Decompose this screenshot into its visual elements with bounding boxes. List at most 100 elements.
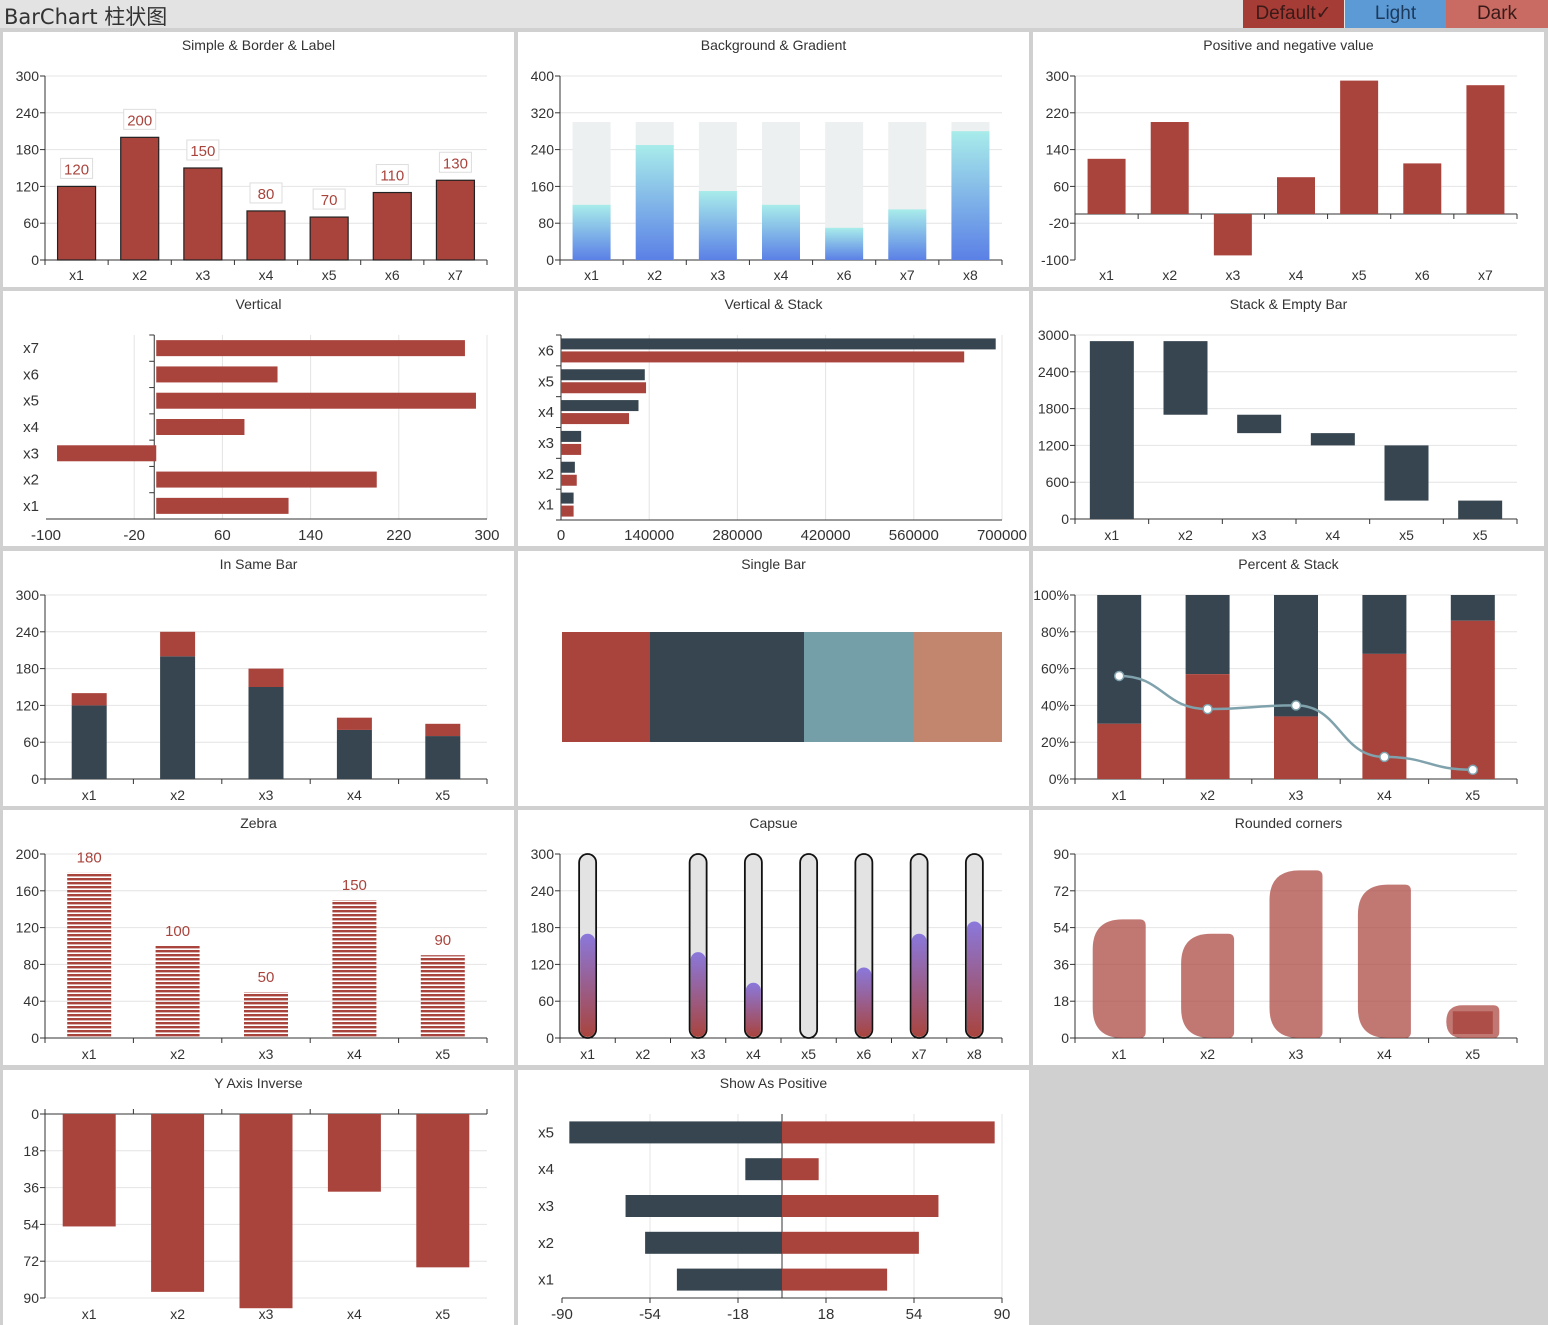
- bar: [561, 369, 645, 381]
- chart-panel-stack-empty: 0 600 1200 1800 2400 3000 x1 x2 x3 x4 x5 x5 Stack &…: [1033, 291, 1544, 546]
- bar: [336, 729, 372, 779]
- bar: [246, 210, 286, 261]
- y-tick-label: -20: [1049, 215, 1069, 231]
- bar: [156, 471, 377, 488]
- bar: [1384, 445, 1429, 501]
- chart-title: In Same Bar: [219, 556, 298, 572]
- y-tick-label: 80: [538, 215, 554, 231]
- y-tick-label: 600: [1046, 474, 1070, 490]
- bar: [1450, 620, 1495, 779]
- y-tick-label: x7: [23, 340, 39, 357]
- y-tick-label: 20%: [1041, 734, 1069, 750]
- x-tick-label: 60: [214, 527, 231, 544]
- y-tick-label: 0: [31, 252, 39, 268]
- chart-percent-stack: 0% 20% 40% 60% 80% 100% x1 x2 x3 x4 x5: [1033, 587, 1518, 803]
- bar: [561, 400, 639, 412]
- bar: [1357, 884, 1411, 1038]
- bar: [71, 693, 107, 706]
- bar: [160, 631, 196, 657]
- x-tick-label: 300: [474, 527, 499, 544]
- y-tick-label: 60: [538, 993, 554, 1009]
- bar: [156, 497, 289, 514]
- x-tick-label: x2: [170, 1306, 185, 1322]
- bar: [425, 723, 461, 737]
- y-tick-label: 72: [1053, 883, 1069, 899]
- x-tick-label: 90: [994, 1306, 1011, 1323]
- x-tick-label: x4: [746, 1046, 761, 1062]
- x-tick-label: x5: [435, 1046, 450, 1062]
- y-tick-label: x5: [23, 393, 39, 410]
- theme-light-button[interactable]: Light: [1345, 0, 1446, 28]
- bar: [1185, 674, 1230, 779]
- chart-panel-capsule: 0 60 120 180 240 300 x1 x2 x3 x4 x5 x6 x7 x8 Capsue: [518, 810, 1029, 1065]
- y-tick-label: 320: [531, 105, 555, 121]
- y-tick-label: 180: [531, 920, 555, 936]
- bar: [569, 1121, 782, 1144]
- y-tick-label: 80%: [1041, 624, 1069, 640]
- data-label-box: [249, 182, 283, 204]
- y-tick-label: 36: [23, 1180, 39, 1196]
- x-tick-label: x2: [635, 1046, 650, 1062]
- line-point: [1290, 700, 1302, 711]
- x-tick-label: x3: [1289, 787, 1304, 803]
- bar: [183, 167, 223, 261]
- y-tick-label: 120: [531, 956, 555, 972]
- x-tick-label: x7: [900, 267, 915, 283]
- y-tick-label: -100: [1041, 252, 1069, 268]
- bar: [67, 872, 112, 1038]
- y-tick-label: 300: [16, 68, 40, 84]
- bar: [698, 191, 737, 260]
- bar: [782, 1158, 819, 1181]
- bar: [762, 204, 800, 260]
- bar: [1466, 85, 1505, 214]
- y-tick-label: x3: [538, 1198, 554, 1215]
- chart-title: Percent & Stack: [1238, 556, 1339, 572]
- x-tick-label: x8: [963, 267, 978, 283]
- bar: [1362, 595, 1407, 654]
- chart-panel-background: 0 80 160 240 320 400 x1 x2 x3 x4 x6 x7 x8 Background…: [518, 32, 1029, 287]
- x-tick-label: x5: [435, 1306, 450, 1322]
- y-tick-label: x6: [538, 342, 554, 359]
- bar: [151, 1114, 205, 1292]
- y-tick-label: 180: [16, 661, 40, 677]
- chart-vertical: -100 -20 60 140 220 300 x1 x2 x3 x4 x5 x6 x7: [23, 334, 500, 544]
- x-tick-label: x3: [259, 1046, 274, 1062]
- x-tick-label: 140000: [624, 527, 674, 544]
- bar: [332, 900, 377, 1038]
- bar: [561, 430, 582, 442]
- y-tick-label: 160: [16, 883, 40, 899]
- chart-show-as-positive: -90 -54 -18 18 54 90 x1 x2 x3 x4 x5: [538, 1114, 1011, 1323]
- bar: [1087, 158, 1126, 214]
- chart-panel-simple: 0 60 120 180 240 300 x1 x2 x3 x4 x5 x6 x7 120 200 150 80…: [3, 32, 514, 287]
- bar: [625, 1195, 782, 1217]
- x-tick-label: x1: [82, 1046, 97, 1062]
- y-tick-label: 140: [1046, 142, 1070, 158]
- bar: [561, 492, 574, 504]
- theme-dark-button[interactable]: Dark: [1446, 0, 1548, 28]
- x-tick-label: x1: [580, 1046, 595, 1062]
- chart-panel-same-bar: 0 60 120 180 240 300 x1 x2 x3 x4 x5 In Same Bar: [3, 551, 514, 806]
- chart-panel-posneg: -100 -20 60 140 220 300 x1 x2 x3 x4 x5 x6 x7 Positiv…: [1033, 32, 1544, 287]
- y-tick-label: x4: [23, 419, 39, 436]
- x-tick-label: x5: [801, 1046, 816, 1062]
- chart-panel-inverse: 0 18 36 54 72 90 x1 x2 x3 x4 x5 Y Axis Inverse: [3, 1070, 514, 1325]
- bar: [1310, 433, 1355, 446]
- bar: [1274, 595, 1318, 717]
- y-tick-label: 0: [1061, 511, 1069, 527]
- bar: [676, 1268, 782, 1291]
- x-tick-label: 420000: [801, 527, 851, 544]
- theme-default-button[interactable]: Default✓: [1243, 0, 1344, 28]
- bar: [156, 419, 245, 435]
- chart-title: Vertical: [235, 296, 282, 312]
- chart-panel-vertical-stack: 0 140000 280000 420000 560000 700000 x1 x2 x3 x4 x…: [518, 291, 1029, 546]
- x-tick-label: 140: [298, 527, 323, 544]
- y-tick-label: x3: [23, 445, 39, 462]
- x-tick-label: x2: [1200, 787, 1215, 803]
- data-label-box: [438, 151, 472, 173]
- chart-title: Rounded corners: [1234, 815, 1343, 831]
- y-tick-label: 60%: [1041, 661, 1069, 677]
- y-tick-label: 36: [1053, 956, 1069, 972]
- chart-panel-single-bar: Single Bar: [518, 551, 1029, 806]
- x-tick-label: x5: [1473, 527, 1488, 543]
- x-tick-label: -90: [551, 1306, 573, 1323]
